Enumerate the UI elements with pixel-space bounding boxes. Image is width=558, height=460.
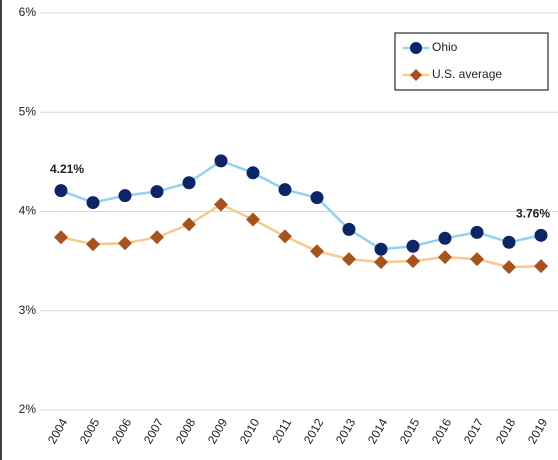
data-point [86,196,100,210]
x-tick-label: 2010 [237,416,263,446]
x-tick-label: 2019 [525,416,551,446]
data-point [502,235,516,249]
x-tick-label: 2009 [205,416,231,446]
y-tick-label: 5% [19,104,37,118]
x-tick-label: 2014 [365,416,391,446]
data-point [246,212,260,227]
data-point [246,166,260,180]
x-tick-label: 2016 [429,416,455,446]
x-tick-label: 2012 [301,416,327,446]
legend-label: U.S. average [432,67,502,81]
data-point [438,231,452,245]
data-point [342,252,356,267]
series-line [60,159,542,251]
data-point [54,184,68,198]
data-point [374,242,388,256]
data-label: 3.76% [516,206,550,220]
x-tick-label: 2011 [269,416,294,446]
x-tick-label: 2006 [109,416,135,446]
data-point [310,191,324,205]
data-point [502,260,516,275]
data-label: 4.21% [50,162,84,176]
legend: Ohio U.S. average [394,32,549,91]
y-tick-label: 4% [19,204,37,218]
data-point [406,254,420,269]
data-point [182,217,196,232]
data-point [374,255,388,270]
x-tick-label: 2005 [77,416,103,446]
data-point [214,154,228,168]
data-point [278,183,292,197]
series-line [60,203,542,269]
x-tick-label: 2008 [173,416,199,446]
data-point [118,189,132,203]
x-tick-label: 2004 [45,416,71,446]
data-point [438,250,452,265]
legend-box [394,32,549,91]
data-point [278,229,292,244]
legend-label: Ohio [432,40,458,54]
data-point [86,237,100,252]
y-tick-label: 6% [19,5,37,19]
data-point [310,244,324,259]
data-point [54,230,68,245]
y-tick-label: 2% [19,402,37,416]
legend-marker [410,42,422,54]
data-point [150,230,164,245]
data-point [534,259,548,274]
x-tick-label: 2018 [493,416,519,446]
y-tick-label: 3% [19,303,37,317]
x-tick-label: 2017 [461,416,487,446]
data-point [118,236,132,251]
legend-marker [410,69,422,81]
data-point [342,222,356,236]
x-tick-label: 2015 [397,416,423,446]
data-point [214,197,228,212]
x-tick-label: 2013 [333,416,359,446]
data-point [534,228,548,242]
data-point [470,225,484,239]
data-point [182,176,196,190]
x-tick-label: 2007 [141,416,167,446]
data-point [406,239,420,253]
data-point [150,185,164,199]
data-point [470,252,484,267]
